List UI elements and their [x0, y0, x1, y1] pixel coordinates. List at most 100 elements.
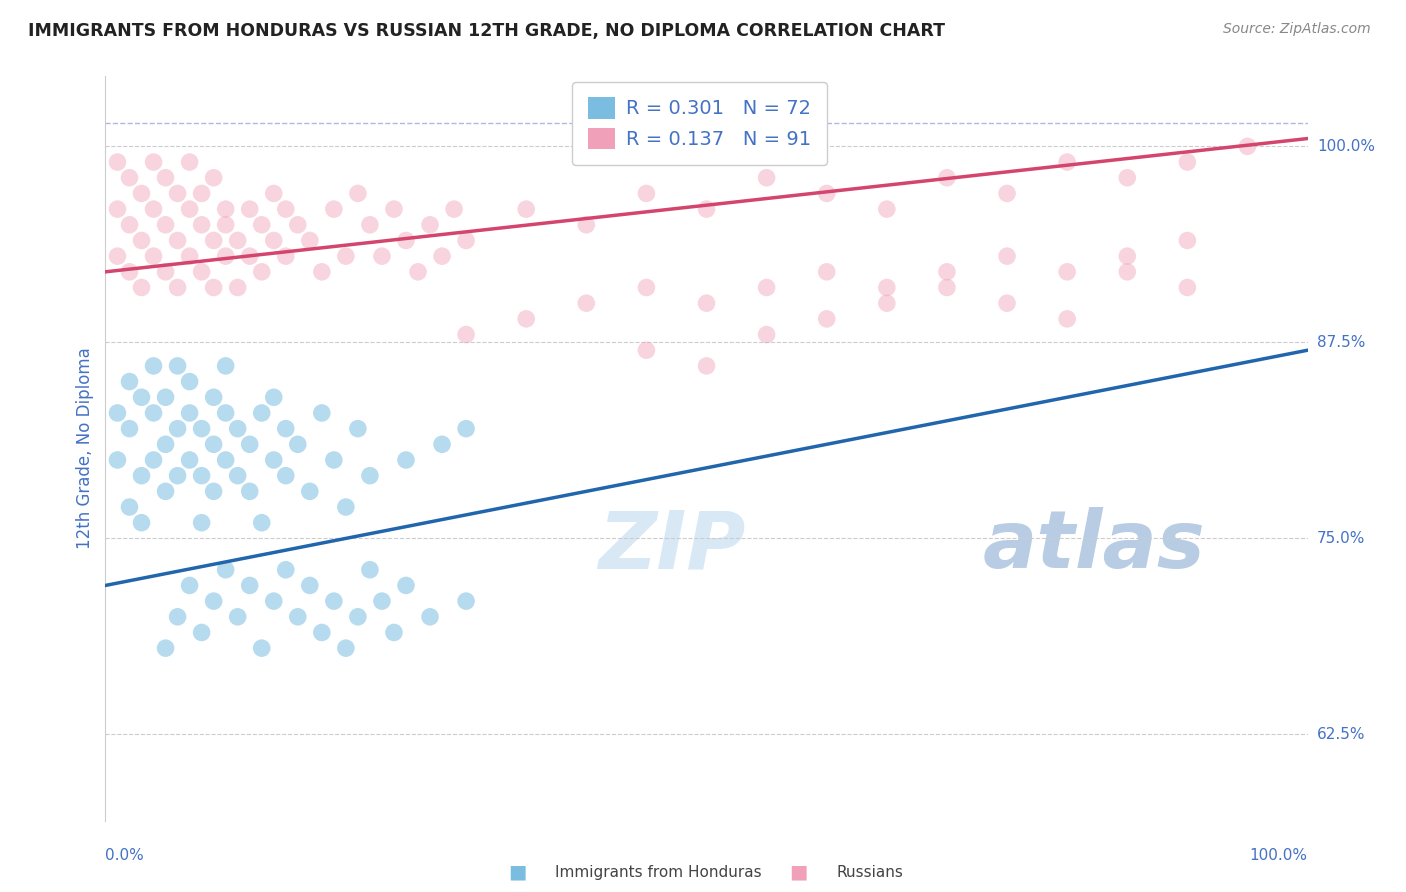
Point — [142, 202, 165, 216]
Point — [575, 296, 598, 310]
Point — [190, 186, 212, 201]
Point — [226, 422, 249, 436]
Point — [263, 390, 285, 404]
Point — [359, 563, 381, 577]
Point — [239, 578, 262, 592]
Point — [155, 265, 177, 279]
Point — [263, 186, 285, 201]
Point — [263, 453, 285, 467]
Point — [876, 296, 898, 310]
Point — [190, 625, 212, 640]
Text: ■: ■ — [508, 863, 527, 882]
Point — [454, 327, 477, 342]
Text: 75.0%: 75.0% — [1317, 531, 1365, 546]
Point — [575, 218, 598, 232]
Point — [430, 437, 453, 451]
Point — [179, 202, 201, 216]
Point — [359, 468, 381, 483]
Point — [226, 280, 249, 294]
Point — [131, 186, 153, 201]
Point — [250, 406, 273, 420]
Point — [214, 218, 236, 232]
Legend: R = 0.301   N = 72, R = 0.137   N = 91: R = 0.301 N = 72, R = 0.137 N = 91 — [572, 82, 827, 165]
Point — [347, 422, 370, 436]
Point — [250, 265, 273, 279]
Point — [142, 406, 165, 420]
Point — [118, 218, 141, 232]
Point — [1116, 170, 1139, 185]
Point — [815, 186, 838, 201]
Point — [274, 422, 297, 436]
Point — [166, 280, 188, 294]
Point — [179, 249, 201, 263]
Text: atlas: atlas — [983, 508, 1206, 585]
Point — [155, 170, 177, 185]
Text: ZIP: ZIP — [599, 508, 745, 585]
Point — [287, 218, 309, 232]
Point — [1116, 249, 1139, 263]
Point — [311, 265, 333, 279]
Point — [131, 390, 153, 404]
Point — [214, 249, 236, 263]
Point — [1056, 311, 1078, 326]
Point — [155, 641, 177, 656]
Point — [636, 186, 658, 201]
Point — [190, 422, 212, 436]
Point — [755, 170, 778, 185]
Point — [298, 484, 321, 499]
Point — [131, 234, 153, 248]
Point — [166, 468, 188, 483]
Point — [131, 280, 153, 294]
Point — [250, 641, 273, 656]
Point — [226, 234, 249, 248]
Point — [382, 625, 405, 640]
Text: 87.5%: 87.5% — [1317, 334, 1365, 350]
Point — [202, 437, 225, 451]
Point — [1236, 139, 1258, 153]
Point — [395, 578, 418, 592]
Text: IMMIGRANTS FROM HONDURAS VS RUSSIAN 12TH GRADE, NO DIPLOMA CORRELATION CHART: IMMIGRANTS FROM HONDURAS VS RUSSIAN 12TH… — [28, 22, 945, 40]
Point — [202, 170, 225, 185]
Point — [995, 296, 1018, 310]
Point — [118, 375, 141, 389]
Y-axis label: 12th Grade, No Diploma: 12th Grade, No Diploma — [76, 347, 94, 549]
Point — [298, 234, 321, 248]
Point — [815, 311, 838, 326]
Point — [347, 186, 370, 201]
Point — [636, 280, 658, 294]
Point — [179, 406, 201, 420]
Point — [371, 594, 394, 608]
Point — [214, 359, 236, 373]
Point — [419, 218, 441, 232]
Point — [419, 609, 441, 624]
Point — [155, 390, 177, 404]
Point — [1056, 265, 1078, 279]
Point — [155, 218, 177, 232]
Point — [335, 641, 357, 656]
Point — [239, 437, 262, 451]
Point — [142, 155, 165, 169]
Point — [287, 609, 309, 624]
Point — [936, 265, 959, 279]
Point — [359, 218, 381, 232]
Point — [274, 202, 297, 216]
Point — [142, 249, 165, 263]
Point — [995, 249, 1018, 263]
Text: 62.5%: 62.5% — [1317, 727, 1365, 742]
Point — [636, 343, 658, 358]
Text: 100.0%: 100.0% — [1250, 848, 1308, 863]
Point — [755, 280, 778, 294]
Point — [287, 437, 309, 451]
Point — [347, 609, 370, 624]
Point — [1175, 155, 1198, 169]
Point — [936, 280, 959, 294]
Point — [118, 422, 141, 436]
Point — [166, 186, 188, 201]
Point — [322, 453, 344, 467]
Point — [936, 170, 959, 185]
Point — [755, 327, 778, 342]
Text: ■: ■ — [789, 863, 808, 882]
Point — [515, 202, 537, 216]
Point — [696, 296, 718, 310]
Point — [1175, 280, 1198, 294]
